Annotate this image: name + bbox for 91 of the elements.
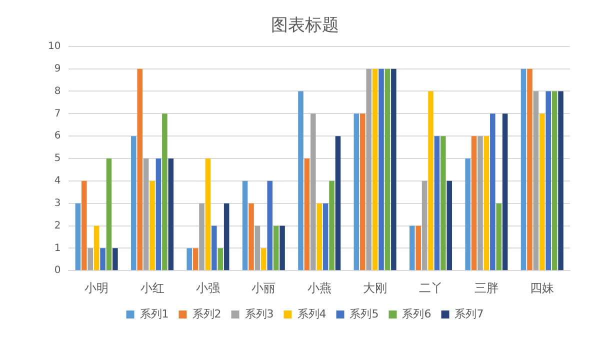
bar [434, 136, 440, 270]
legend-label: 系列2 [192, 307, 222, 320]
legend-label: 系列3 [244, 307, 274, 320]
bar [520, 68, 526, 270]
bar [218, 248, 224, 270]
bar [465, 158, 470, 270]
bar [186, 248, 192, 270]
bar [372, 68, 378, 270]
x-tick-label: 小燕 [307, 280, 332, 295]
bar [478, 136, 483, 270]
bar [137, 68, 142, 270]
bar [106, 158, 112, 270]
bar [384, 68, 390, 270]
y-tick-label: 3 [54, 198, 61, 209]
bar [329, 180, 334, 270]
bar [422, 180, 428, 270]
y-tick-label: 2 [54, 220, 61, 232]
x-tick-label: 小丽 [252, 280, 276, 295]
bar [540, 114, 545, 270]
bar [558, 91, 564, 270]
legend-label: 系列6 [402, 307, 432, 320]
bar [112, 248, 118, 270]
x-tick-label: 小明 [84, 280, 109, 295]
bar [391, 68, 396, 270]
bar [527, 68, 532, 270]
bar [168, 158, 174, 270]
x-tick-label: 三胖 [474, 280, 498, 295]
bar [335, 136, 341, 270]
bar [212, 226, 217, 270]
bar [261, 248, 266, 270]
bar [484, 136, 490, 270]
bar [440, 136, 446, 270]
x-tick-label: 二丫 [418, 280, 443, 295]
y-tick-label: 1 [54, 242, 61, 254]
y-tick-label: 4 [54, 176, 61, 187]
y-tick-label: 0 [54, 265, 61, 276]
bar [254, 226, 260, 270]
bar [75, 203, 81, 270]
x-tick-label: 大刚 [363, 280, 388, 295]
bar [156, 158, 162, 270]
y-tick-label: 6 [54, 130, 61, 142]
bar [248, 203, 254, 270]
chart-title: 图表标题 [271, 16, 339, 36]
bar [82, 180, 87, 270]
bar [199, 203, 204, 270]
bar [322, 203, 328, 270]
bar [428, 91, 434, 270]
bar [304, 158, 310, 270]
bar [100, 248, 106, 270]
legend-label: 系列5 [350, 307, 379, 320]
bar [378, 68, 384, 270]
bar [410, 226, 415, 270]
bar [192, 248, 198, 270]
bar [354, 114, 360, 270]
x-tick-label: 小强 [196, 280, 220, 295]
bar [533, 91, 539, 270]
legend-label: 系列4 [297, 307, 326, 320]
bar [224, 203, 230, 270]
bar [552, 91, 558, 270]
y-tick-label: 7 [54, 108, 61, 120]
y-tick-label: 8 [54, 86, 61, 97]
bar [446, 180, 452, 270]
bar [416, 226, 421, 270]
bar [242, 180, 248, 270]
bar [310, 114, 316, 270]
bar [205, 158, 211, 270]
bar [490, 114, 496, 270]
x-tick-label: 四妹 [530, 280, 554, 295]
bar [162, 114, 168, 270]
bar [143, 158, 149, 270]
bar [316, 203, 322, 270]
legend-label: 系列7 [454, 307, 484, 320]
bar [267, 180, 273, 270]
bar [298, 91, 304, 270]
bar [546, 91, 551, 270]
y-tick-label: 9 [54, 63, 61, 74]
bar [360, 114, 366, 270]
y-tick-label: 5 [54, 153, 61, 164]
bar [131, 136, 136, 270]
y-tick-label: 10 [48, 40, 61, 52]
bar [88, 248, 94, 270]
bar [471, 136, 477, 270]
bar [280, 226, 285, 270]
bar [273, 226, 279, 270]
bar [502, 114, 508, 270]
x-tick-label: 小红 [140, 280, 164, 295]
bar [150, 180, 155, 270]
bar [496, 203, 502, 270]
bar [366, 68, 372, 270]
bar [94, 226, 100, 270]
legend-label: 系列1 [140, 307, 169, 320]
